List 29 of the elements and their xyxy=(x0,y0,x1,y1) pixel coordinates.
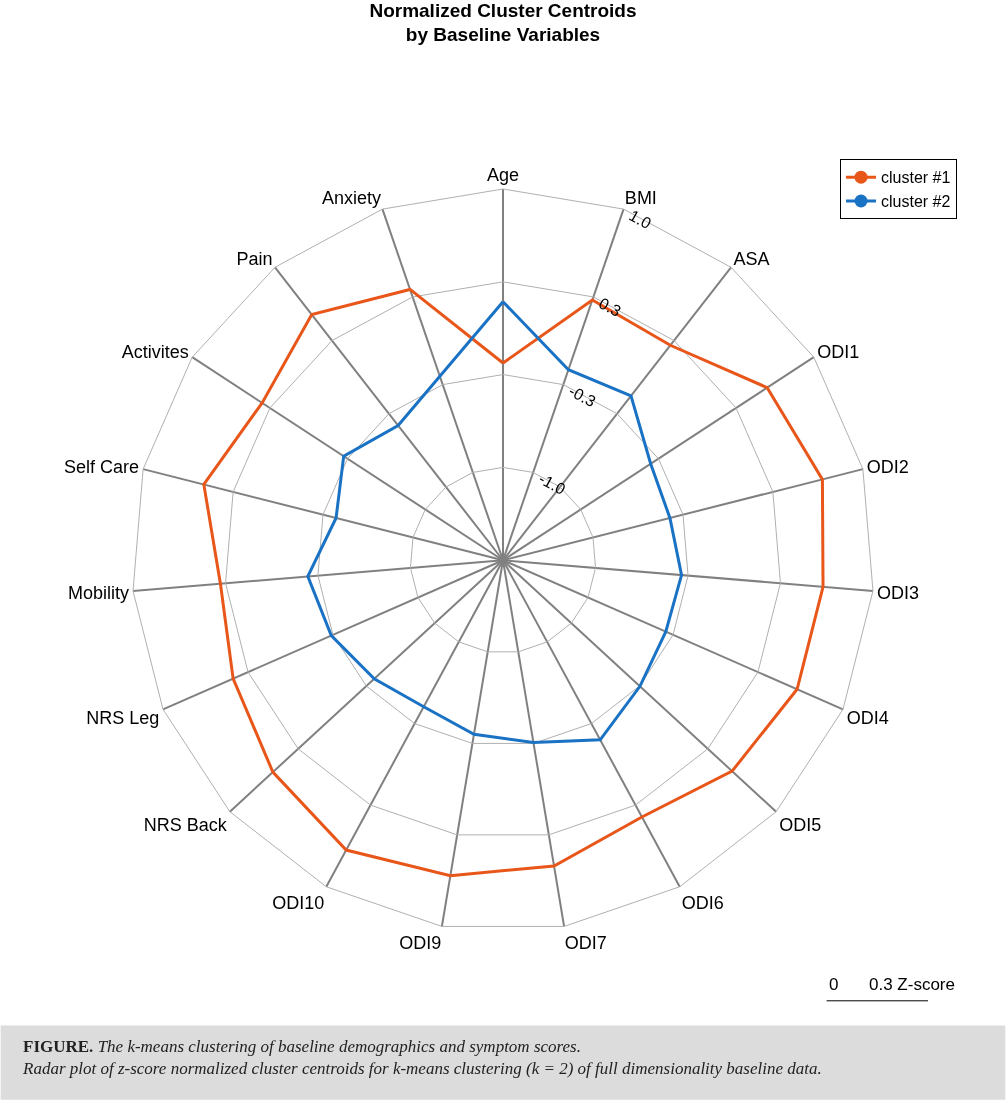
spoke-label: ODI4 xyxy=(846,708,889,729)
text: 0 xyxy=(829,975,839,994)
y-tick-label: 0.3 xyxy=(596,294,624,321)
spoke-label: Activites xyxy=(121,342,189,363)
spoke-label: Age xyxy=(486,165,520,186)
spoke-label: NRS Back xyxy=(143,815,228,836)
spoke-label: Anxiety xyxy=(322,187,382,208)
spoke-label: Mobility xyxy=(67,583,129,604)
spoke-label: ODI5 xyxy=(779,815,822,836)
spoke-label: Pain xyxy=(236,249,273,270)
spoke-label: ODI7 xyxy=(564,933,607,954)
y-tick-label: -1.0 xyxy=(535,469,569,499)
spoke-label: NRS Leg xyxy=(86,708,160,729)
spoke-label: ODI3 xyxy=(877,583,920,604)
spoke-label: ODI2 xyxy=(866,457,909,478)
text: FIGURE. The k-means clustering of baseline demographics and symptom scores. Radar plot of z-score normalized cluster centroids for k-means clustering (k = 2) of full dimensionality baseline data. xyxy=(22,1037,822,1079)
legend-label: cluster #1 xyxy=(881,169,951,187)
y-tick-label: -0.3 xyxy=(566,382,599,411)
spoke-label: ODI6 xyxy=(681,893,724,914)
spoke-label: ODI10 xyxy=(272,893,325,914)
spoke-label: Self Care xyxy=(64,457,140,478)
y-tick-label: 1.0 xyxy=(626,206,655,233)
spoke-label: ODI9 xyxy=(399,933,442,954)
text: 0.3 Z-score xyxy=(869,975,955,994)
spoke-label: ODI1 xyxy=(817,342,860,363)
legend-label: cluster #2 xyxy=(881,193,951,211)
chart-title: Normalized Cluster Centroids by Baseline Variables xyxy=(369,0,637,46)
spoke-label: ASA xyxy=(733,249,770,270)
spoke-label: BMI xyxy=(624,187,657,208)
